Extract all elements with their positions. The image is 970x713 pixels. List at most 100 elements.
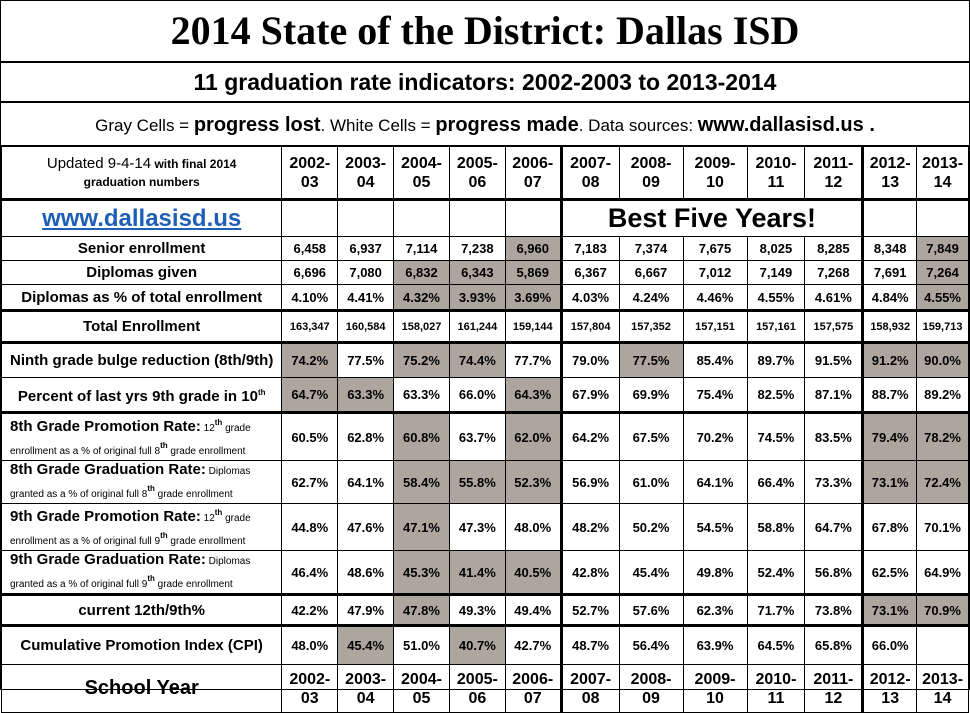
- value-cell: 161,244: [448, 310, 506, 344]
- value-cell: 75.4%: [682, 377, 748, 414]
- value-cell: 4.24%: [618, 284, 684, 312]
- value-cell: 69.9%: [618, 377, 684, 414]
- value-cell: 7,374: [618, 236, 684, 261]
- value-cell: 7,080: [337, 260, 395, 285]
- header-year-4: 2006- 07: [504, 146, 562, 201]
- value-cell: 7,183: [559, 236, 620, 261]
- footer-year-1: 2003- 04: [337, 664, 395, 713]
- row-note: granted as a % of original full 8: [10, 489, 148, 500]
- blank-cell: [504, 199, 562, 237]
- updated-note: Updated 9-4-14 with final 2014 graduation…: [0, 146, 283, 201]
- value-cell: 4.61%: [804, 284, 864, 312]
- value-cell: 62.8%: [337, 412, 395, 461]
- value-cell: 75.2%: [393, 342, 450, 378]
- row-note: enrollment as a % of original full 8: [10, 446, 161, 457]
- value-cell: 66.4%: [746, 460, 806, 504]
- value-cell: 63.7%: [448, 412, 506, 461]
- value-cell: 45.3%: [393, 550, 450, 596]
- value-cell: 158,027: [393, 310, 450, 344]
- footer-year-10: 2012- 13: [861, 664, 918, 713]
- year-bottom: 06: [468, 689, 487, 707]
- value-cell: 7,264: [916, 260, 969, 285]
- value-cell: 62.0%: [504, 412, 562, 461]
- value-cell: 64.1%: [682, 460, 748, 504]
- report-title: 2014 State of the District: Dallas ISD: [1, 1, 969, 63]
- value-cell: 7,149: [746, 260, 806, 285]
- value-cell: 63.9%: [682, 625, 748, 665]
- value-cell: 73.1%: [861, 594, 918, 627]
- value-cell: 85.4%: [682, 342, 748, 378]
- footer-year-3: 2005- 06: [448, 664, 506, 713]
- row-note: grade enrollment: [154, 489, 233, 500]
- header-year-7: 2009- 10: [682, 146, 748, 201]
- year-bottom: 05: [412, 689, 431, 707]
- row-note: granted as a % of original full 9: [10, 579, 148, 590]
- website-link[interactable]: www.dallasisd.us: [42, 204, 242, 232]
- year-top: 2008-: [630, 670, 672, 688]
- value-cell: 64.7%: [804, 503, 864, 551]
- value-cell: 47.1%: [393, 503, 450, 551]
- value-cell: 56.4%: [618, 625, 684, 665]
- year-bottom: 08: [581, 173, 600, 191]
- header-year-6: 2008- 09: [618, 146, 684, 201]
- data-row: 8th Grade Graduation Rate: Diplomas grant…: [0, 460, 969, 504]
- row-note: grade enrollment: [154, 579, 233, 590]
- value-cell: 64.5%: [746, 625, 806, 665]
- row-note-sup: th: [147, 574, 155, 583]
- footer-year-11: 2013- 14: [916, 664, 969, 713]
- row-label-text: Diplomas given: [86, 264, 198, 281]
- year-top: 2008-: [630, 154, 672, 172]
- value-cell: 71.7%: [746, 594, 806, 627]
- row-label: Total Enrollment: [0, 310, 283, 344]
- header-year-1: 2003- 04: [337, 146, 395, 201]
- value-cell: 8,285: [804, 236, 864, 261]
- blank-cell: [281, 199, 339, 237]
- value-cell: 74.2%: [281, 342, 339, 378]
- value-cell: 79.0%: [559, 342, 620, 378]
- year-bottom: 12: [824, 173, 843, 191]
- row-label: 8th Grade Promotion Rate: 12th grade enro…: [0, 412, 283, 461]
- row-label: Senior enrollment: [0, 236, 283, 261]
- row-label-text: 8th Grade Promotion Rate:: [10, 418, 201, 435]
- year-bottom: 06: [468, 173, 487, 191]
- value-cell: 4.84%: [861, 284, 918, 312]
- value-cell: 52.7%: [559, 594, 620, 627]
- value-cell: 4.32%: [393, 284, 450, 312]
- value-cell: 58.4%: [393, 460, 450, 504]
- year-bottom: 04: [356, 689, 375, 707]
- value-cell: 56.9%: [559, 460, 620, 504]
- header-year-9: 2011- 12: [804, 146, 864, 201]
- header-year-5: 2007- 08: [559, 146, 620, 201]
- legend-sources-url: www.dallasisd.us .: [697, 114, 875, 136]
- year-bottom: 03: [300, 689, 319, 707]
- value-cell: 79.4%: [861, 412, 918, 461]
- year-bottom: 13: [881, 173, 900, 191]
- value-cell: 47.6%: [337, 503, 395, 551]
- data-row: 8th Grade Promotion Rate: 12th grade enro…: [0, 412, 969, 461]
- value-cell: 4.03%: [559, 284, 620, 312]
- updated-line2: graduation numbers: [83, 174, 200, 189]
- row-note: grade enrollment: [167, 446, 246, 457]
- value-cell: 77.5%: [618, 342, 684, 378]
- value-cell: 63.3%: [393, 377, 450, 414]
- value-cell: 6,832: [393, 260, 450, 285]
- footer-year-8: 2010- 11: [746, 664, 806, 713]
- row-label: current 12th/9th%: [0, 594, 283, 627]
- value-cell: 65.8%: [804, 625, 864, 665]
- year-top: 2010-: [755, 670, 797, 688]
- year-top: 2011-: [813, 154, 854, 172]
- value-cell: 49.8%: [682, 550, 748, 596]
- data-row: Total Enrollment 163,347 160,584 158,027 161…: [0, 310, 969, 344]
- value-cell: 89.2%: [916, 377, 969, 414]
- value-cell: 62.7%: [281, 460, 339, 504]
- value-cell: 62.5%: [861, 550, 918, 596]
- value-cell: 64.7%: [281, 377, 339, 414]
- value-cell: 74.5%: [746, 412, 806, 461]
- row-label: Ninth grade bulge reduction (8th/9th): [0, 342, 283, 378]
- footer-year-9: 2011- 12: [804, 664, 864, 713]
- value-cell: 42.2%: [281, 594, 339, 627]
- value-cell: 47.3%: [448, 503, 506, 551]
- year-top: 2003-: [345, 670, 387, 688]
- legend-sources-label: . Data sources:: [578, 116, 698, 135]
- row-note: 12: [200, 423, 215, 434]
